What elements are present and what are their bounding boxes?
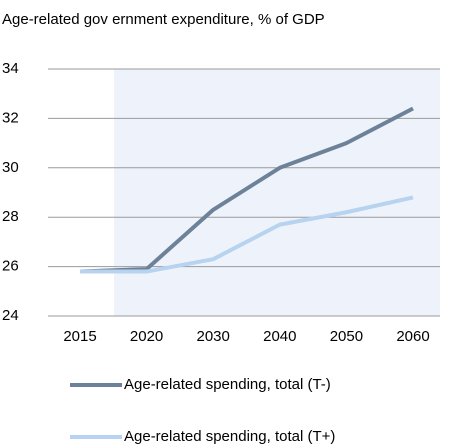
x-tick-label: 2060 (396, 328, 429, 345)
x-tick-label: 2050 (330, 328, 363, 345)
x-tick-label: 2030 (197, 328, 230, 345)
y-tick-label: 28 (2, 208, 19, 225)
x-tick-label: 2015 (63, 328, 96, 345)
y-tick-label: 34 (2, 60, 19, 77)
projection-shade (114, 69, 440, 316)
chart-title: Age-related gov ernment expenditure, % o… (2, 11, 325, 28)
y-tick-label: 24 (2, 307, 19, 324)
legend-label: Age-related spending, total (T-) (124, 376, 331, 393)
y-tick-label: 26 (2, 258, 19, 275)
x-tick-label: 2020 (130, 328, 163, 345)
series-line (80, 195, 414, 274)
legend-label: Age-related spending, total (T+) (124, 428, 335, 445)
y-tick-label: 32 (2, 109, 19, 126)
x-tick-label: 2040 (263, 328, 296, 345)
y-tick-label: 30 (2, 159, 19, 176)
series-line (79, 106, 414, 274)
